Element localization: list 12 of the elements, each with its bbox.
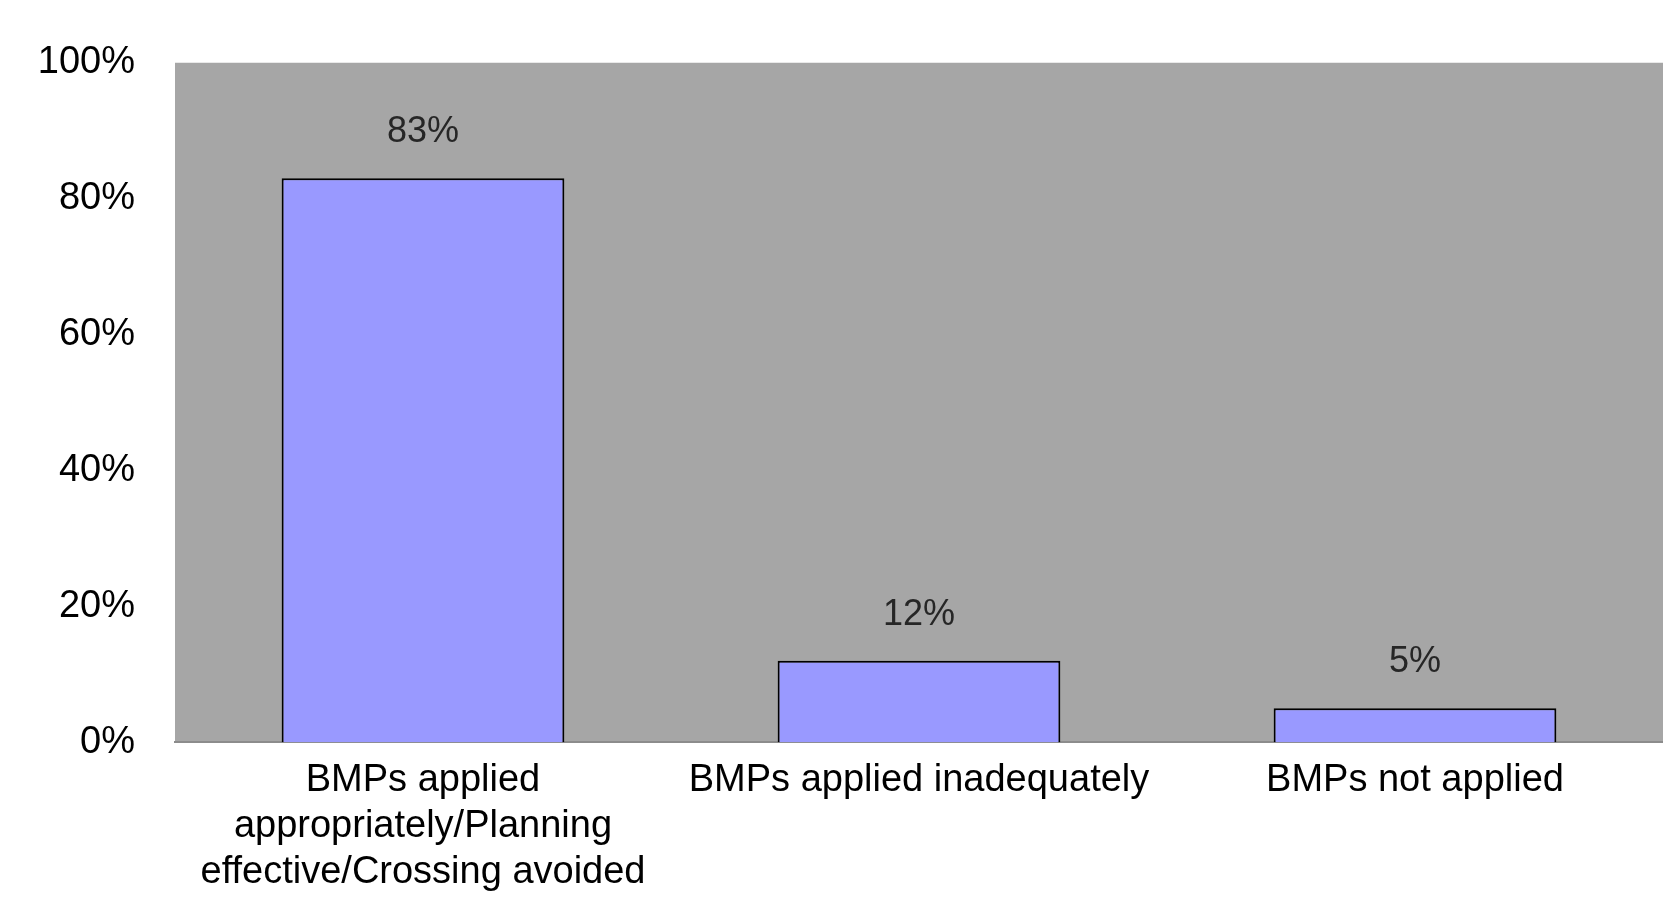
x-tick-label: BMPs not applied [1266, 757, 1564, 800]
x-tick-label: BMPs applied inadequately [688, 757, 1150, 800]
x-tick-label: BMPs applied appropriately/Planning effective/Crossing avoided [200, 757, 646, 891]
data-label: 5% [1388, 639, 1442, 681]
y-tick-label: 40% [58, 446, 135, 489]
y-tick-label: 100% [37, 39, 135, 82]
y-tick-label: 80% [58, 175, 135, 218]
y-tick-label: 20% [58, 582, 135, 625]
data-label: 12% [882, 591, 956, 633]
y-tick-label: 0% [80, 718, 135, 761]
data-label: 83% [386, 109, 460, 151]
y-tick-label: 60% [58, 311, 135, 354]
